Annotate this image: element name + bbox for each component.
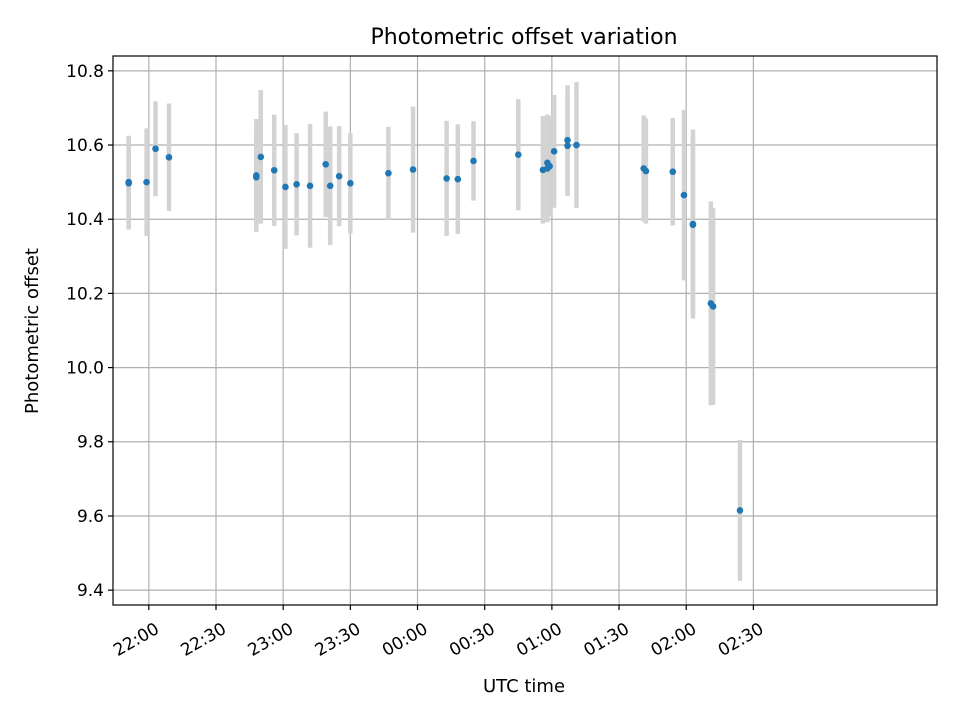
data-point [550, 148, 558, 155]
data-point [514, 151, 522, 158]
chart-title: Photometric offset variation [370, 25, 677, 50]
data-point [564, 142, 571, 150]
data-point [573, 141, 580, 149]
data-point [165, 153, 173, 161]
data-point [443, 175, 450, 182]
data-point [293, 181, 300, 188]
data-point [335, 172, 343, 180]
data-point [125, 179, 132, 187]
data-point [322, 161, 330, 168]
data-point [470, 157, 477, 165]
data-point [282, 183, 289, 191]
data-point [546, 162, 553, 170]
y-tick-label: 10.4 [66, 210, 104, 230]
data-point [143, 178, 150, 186]
data-point [270, 166, 278, 174]
y-tick-label: 10.6 [66, 136, 104, 156]
data-point [709, 303, 717, 310]
data-point [385, 169, 392, 177]
data-points [125, 136, 744, 514]
data-point [680, 191, 688, 199]
grid [113, 56, 937, 605]
x-axis-label: UTC time [483, 676, 565, 697]
axes-frame [112, 55, 938, 606]
y-axis-ticks: 9.4 9.6 9.8 10.0 10.2 10.4 10.6 10.8 [66, 62, 113, 601]
y-tick-label: 10.2 [66, 284, 104, 304]
data-point [152, 145, 159, 153]
y-tick-label: 9.4 [77, 581, 104, 601]
y-tick-label: 9.8 [77, 433, 104, 453]
y-axis-label: Photometric offset [22, 248, 43, 414]
data-point [564, 136, 571, 144]
data-point [454, 175, 462, 183]
data-point [642, 167, 650, 175]
y-tick-label: 10.0 [66, 359, 104, 379]
y-tick-label: 10.8 [66, 62, 104, 82]
y-tick-label: 9.6 [77, 507, 104, 527]
data-point [736, 507, 744, 514]
data-point [689, 221, 697, 229]
data-point [326, 182, 334, 190]
data-point [669, 168, 677, 176]
data-point [306, 182, 314, 190]
data-point [409, 166, 417, 173]
data-point [257, 153, 265, 161]
data-point [253, 173, 260, 181]
data-point [347, 179, 354, 187]
